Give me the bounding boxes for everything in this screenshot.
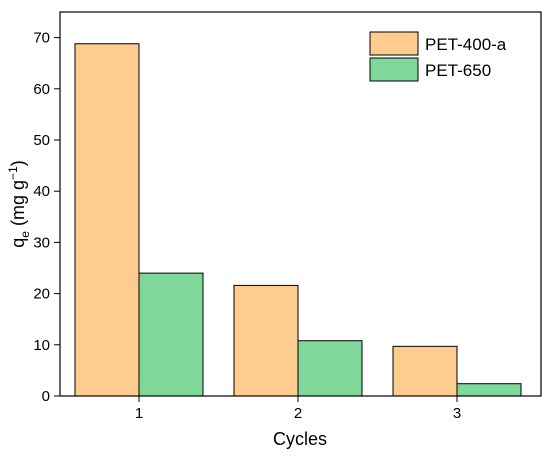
y-tick-label: 30	[33, 234, 50, 251]
y-tick-label: 40	[33, 183, 50, 200]
legend-label-pet-400-a: PET-400-a	[425, 35, 507, 54]
bar-pet-400-a-cycle-1	[74, 43, 140, 397]
bar-pet-650-cycle-2	[297, 340, 363, 397]
y-tick-label: 10	[33, 337, 50, 354]
y-axis-title-unit-close: )	[8, 160, 28, 166]
x-tick-label: 3	[453, 405, 461, 422]
bar-pet-400-a-cycle-2	[233, 284, 299, 397]
bar-pet-650-cycle-1	[138, 272, 204, 397]
plot-frame	[59, 11, 542, 397]
y-axis-title-unit-open: (mg g	[8, 180, 28, 231]
y-tick-label: 60	[33, 81, 50, 98]
y-axis-title-unit-sup: −1	[6, 166, 20, 180]
bars-layer	[74, 43, 522, 397]
y-tick-label: 50	[33, 132, 50, 149]
legend-swatch-pet-400-a	[369, 31, 419, 56]
x-tick-label: 1	[135, 405, 143, 422]
bar-pet-650-cycle-3	[456, 383, 522, 397]
y-tick-label: 0	[42, 388, 50, 405]
y-tick-label: 20	[33, 286, 50, 303]
y-axis-title-sub: e	[18, 231, 32, 238]
axes-layer: 0 10 20 30 40 50 60 70 1 2 3	[33, 30, 461, 422]
x-axis-title: Cycles	[273, 429, 327, 449]
y-tick-label: 70	[33, 30, 50, 47]
y-axis-title-main: q	[8, 238, 28, 248]
x-tick-label: 2	[294, 405, 302, 422]
legend-label-pet-650: PET-650	[425, 61, 491, 80]
y-axis-title: qe (mg g−1)	[6, 160, 32, 247]
legend: PET-400-a PET-650	[369, 31, 507, 82]
legend-swatch-pet-650	[369, 57, 419, 82]
bar-pet-400-a-cycle-3	[392, 345, 458, 397]
